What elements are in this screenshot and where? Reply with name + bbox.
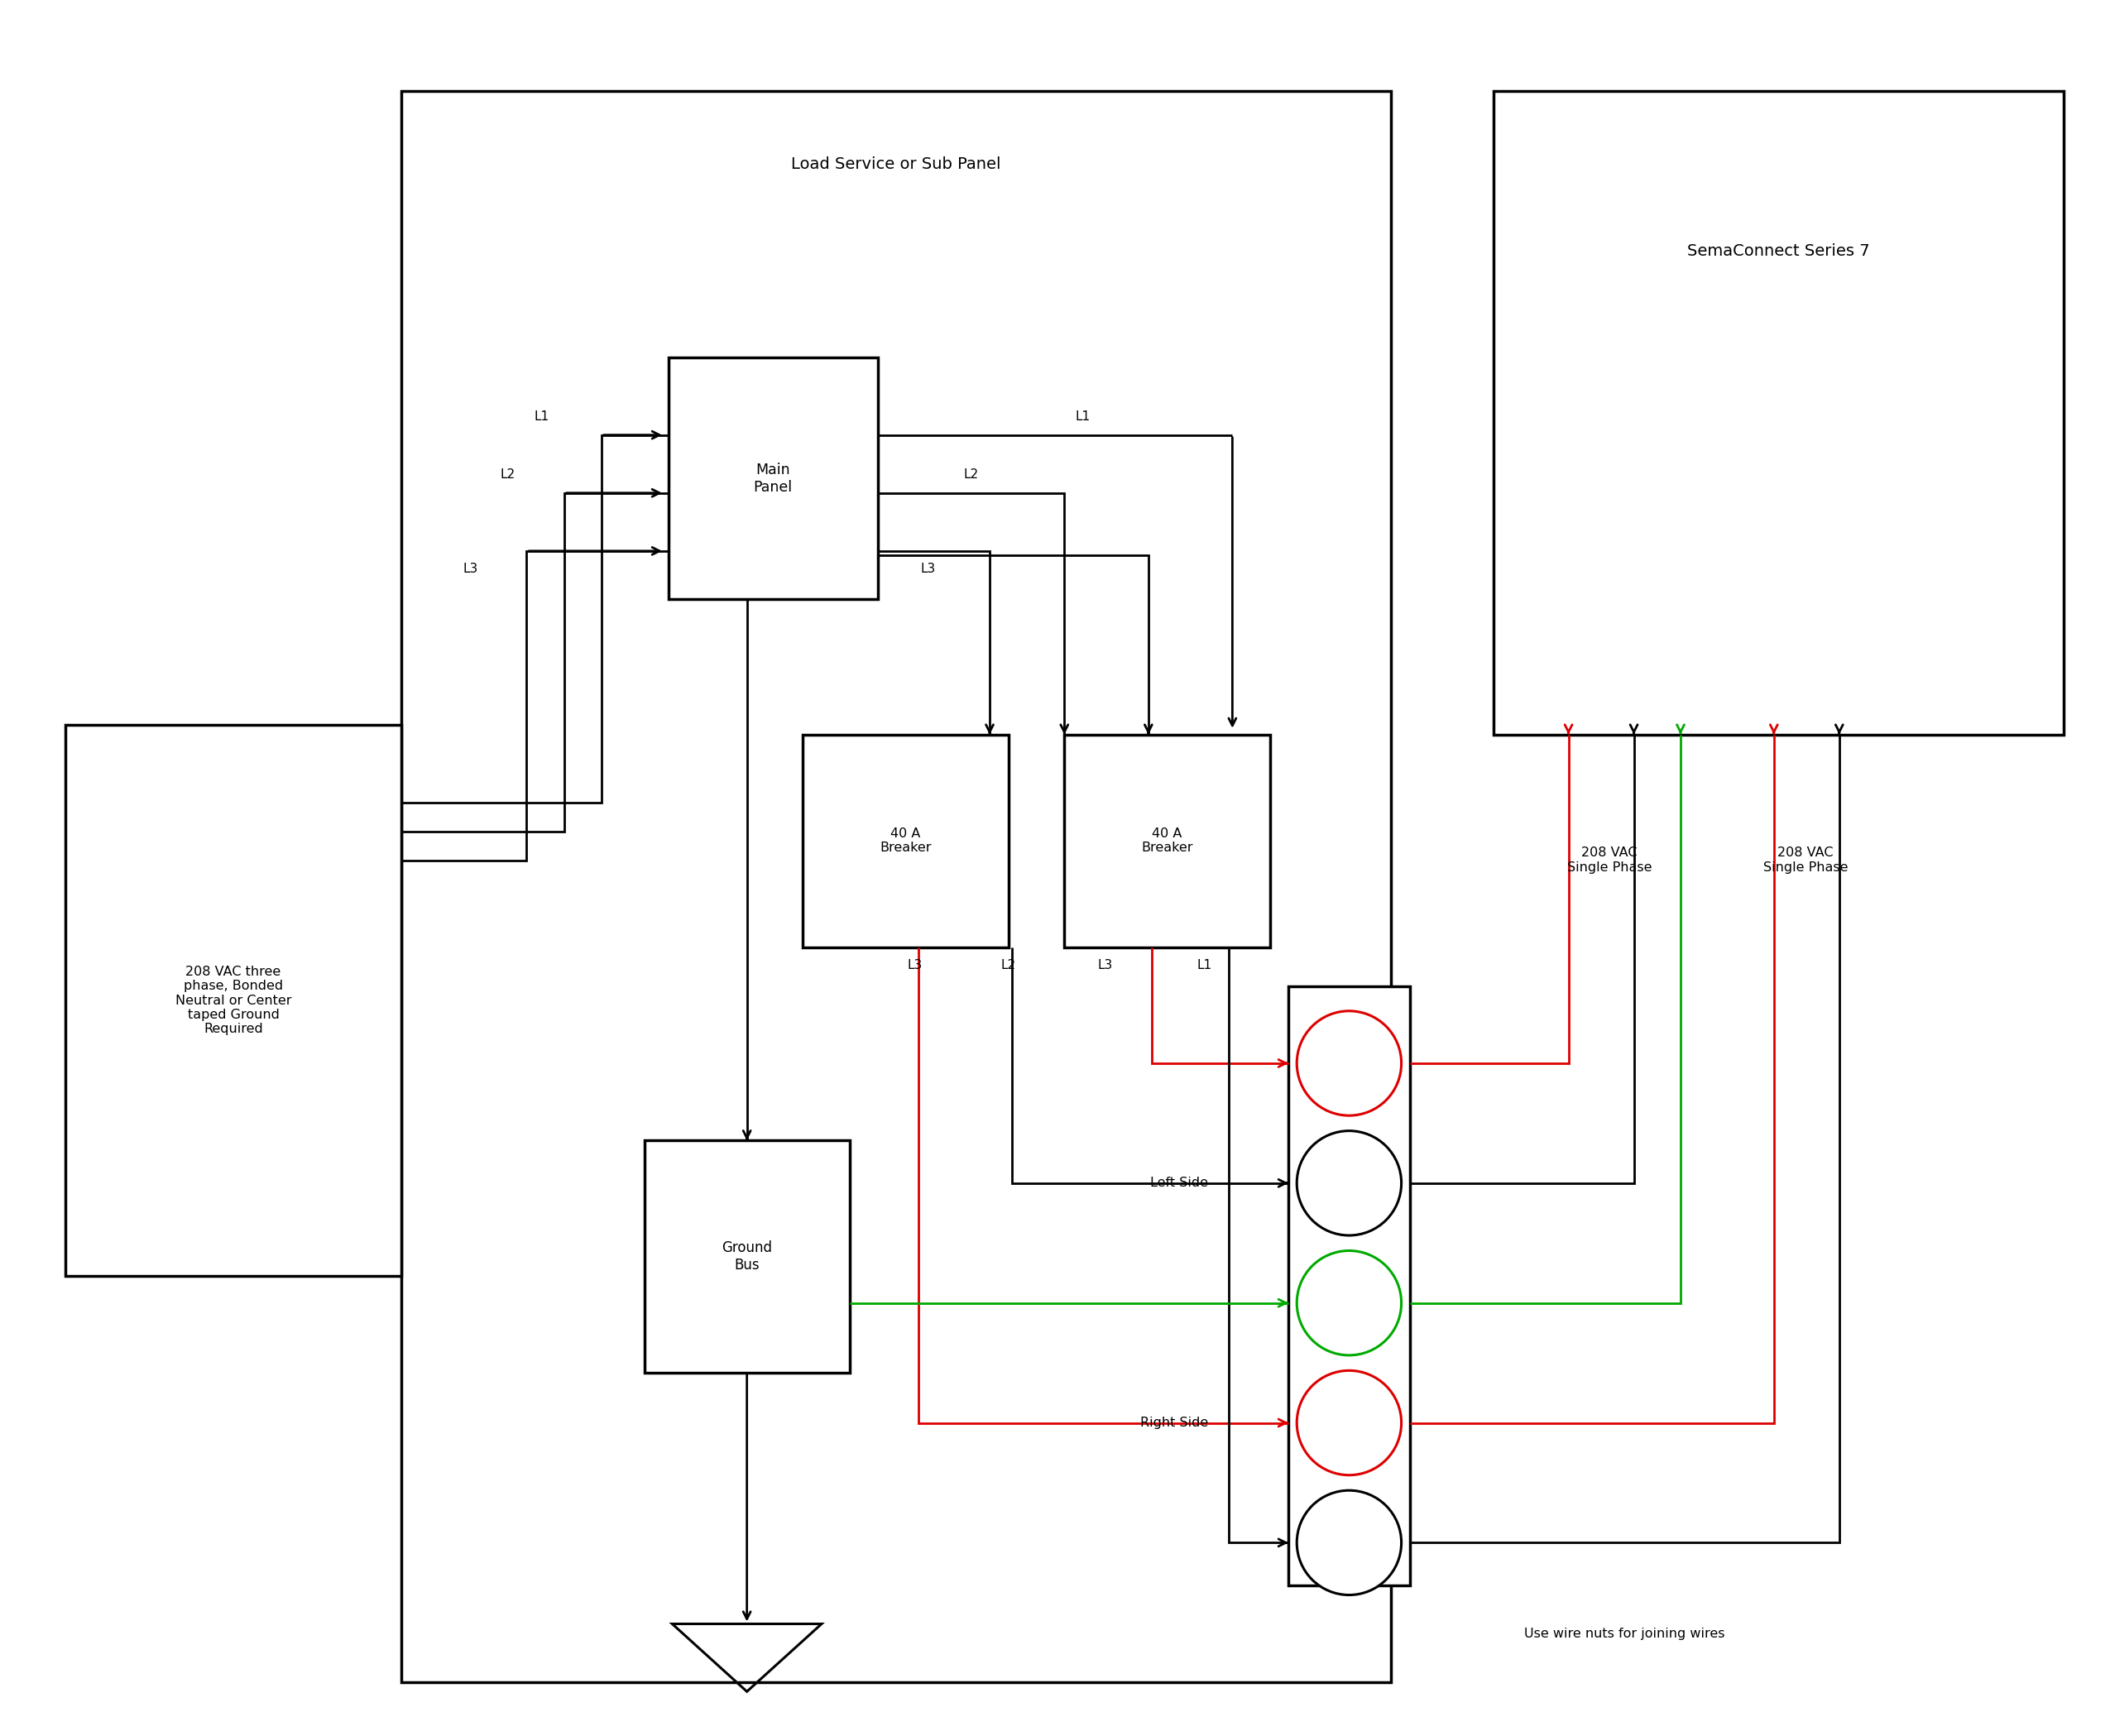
Text: Ground
Bus: Ground Bus: [722, 1241, 772, 1272]
Text: Load Service or Sub Panel: Load Service or Sub Panel: [791, 156, 1000, 172]
Bar: [1289, 986, 1409, 1585]
Text: L3: L3: [920, 562, 935, 575]
Text: L2: L2: [1000, 960, 1015, 972]
Circle shape: [1298, 1370, 1401, 1476]
Text: L2: L2: [500, 469, 515, 481]
Text: Use wire nuts for joining wires: Use wire nuts for joining wires: [1523, 1627, 1724, 1641]
Bar: [1494, 90, 2064, 734]
Bar: [1063, 734, 1270, 948]
Bar: [669, 358, 878, 599]
Bar: [644, 1141, 850, 1373]
Circle shape: [1298, 1130, 1401, 1236]
Text: Main
Panel: Main Panel: [753, 462, 793, 495]
Text: Right Side: Right Side: [1139, 1417, 1209, 1429]
Circle shape: [1298, 1491, 1401, 1595]
Text: 208 VAC
Single Phase: 208 VAC Single Phase: [1764, 847, 1848, 873]
Text: Left Side: Left Side: [1150, 1177, 1209, 1189]
Circle shape: [1298, 1250, 1401, 1356]
Text: 40 A
Breaker: 40 A Breaker: [880, 828, 931, 854]
Text: L1: L1: [1076, 410, 1091, 424]
Text: L1: L1: [1196, 960, 1211, 972]
Text: L3: L3: [462, 562, 479, 575]
Text: 208 VAC
Single Phase: 208 VAC Single Phase: [1568, 847, 1652, 873]
Bar: [804, 734, 1009, 948]
Circle shape: [1298, 1010, 1401, 1116]
Text: 208 VAC three
phase, Bonded
Neutral or Center
taped Ground
Required: 208 VAC three phase, Bonded Neutral or C…: [175, 965, 291, 1035]
Text: 40 A
Breaker: 40 A Breaker: [1142, 828, 1192, 854]
Text: L2: L2: [964, 469, 979, 481]
Text: SemaConnect Series 7: SemaConnect Series 7: [1688, 243, 1869, 259]
Text: L1: L1: [534, 410, 549, 424]
Text: L3: L3: [907, 960, 922, 972]
Bar: [65, 726, 401, 1276]
Bar: [401, 90, 1390, 1682]
Text: L3: L3: [1097, 960, 1112, 972]
